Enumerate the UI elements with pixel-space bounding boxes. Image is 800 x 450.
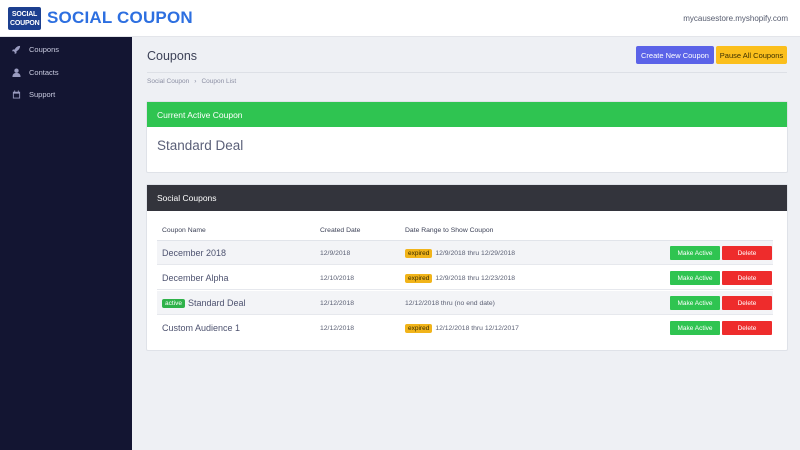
date-range: 12/12/2018 thru (no end date) — [405, 291, 495, 315]
logo-line-2: COUPON — [10, 20, 40, 27]
sidebar-item-contacts[interactable]: Contacts — [12, 65, 59, 79]
active-coupon-name: Standard Deal — [157, 138, 244, 153]
top-bar: SOCIAL COUPON SOCIAL COUPON mycausestore… — [0, 0, 800, 37]
table-row: Custom Audience 1 12/12/2018 expired 12/… — [157, 316, 773, 340]
page-title: Coupons — [147, 49, 198, 63]
breadcrumb: Social Coupon › Coupon List — [147, 78, 236, 85]
table-header-rule — [157, 240, 773, 241]
column-header-name: Coupon Name — [162, 227, 206, 234]
coupon-name[interactable]: December 2018 — [162, 248, 227, 258]
date-range-text: 12/9/2018 thru 12/23/2018 — [435, 274, 516, 282]
create-coupon-button[interactable]: Create New Coupon — [636, 46, 714, 64]
table-row: December 2018 12/9/2018 expired 12/9/201… — [157, 241, 773, 265]
store-domain: mycausestore.myshopify.com — [683, 14, 788, 23]
header-divider — [147, 72, 787, 73]
user-icon — [12, 68, 21, 77]
date-range-text: 12/12/2018 thru 12/12/2017 — [435, 324, 519, 332]
current-active-coupon-card: Current Active Coupon Standard Deal — [146, 101, 788, 173]
make-active-button[interactable]: Make Active — [670, 296, 720, 310]
breadcrumb-social-coupon[interactable]: Social Coupon — [147, 78, 190, 85]
sidebar-item-coupons[interactable]: Coupons — [12, 42, 59, 56]
social-coupons-card: Social Coupons Coupon Name Created Date … — [146, 184, 788, 351]
coupon-name[interactable]: Custom Audience 1 — [162, 323, 241, 333]
pause-all-coupons-button[interactable]: Pause All Coupons — [716, 46, 787, 64]
card-header: Social Coupons — [147, 185, 787, 211]
sidebar-item-label: Support — [29, 89, 56, 99]
card-header: Current Active Coupon — [147, 102, 787, 127]
column-header-range: Date Range to Show Coupon — [405, 227, 494, 234]
coupon-name[interactable]: active Standard Deal — [162, 291, 246, 315]
created-date: 12/10/2018 — [320, 274, 355, 282]
created-date: 12/12/2018 — [320, 324, 355, 332]
brand-name[interactable]: SOCIAL COUPON — [47, 8, 193, 27]
expired-badge: expired — [405, 248, 433, 258]
delete-button[interactable]: Delete — [722, 246, 772, 260]
make-active-button[interactable]: Make Active — [670, 321, 720, 335]
main-content: Coupons Create New Coupon Pause All Coup… — [132, 37, 800, 450]
coupon-name[interactable]: December Alpha — [162, 273, 229, 283]
sidebar-item-support[interactable]: Support — [12, 87, 55, 101]
make-active-button[interactable]: Make Active — [670, 246, 720, 260]
expired-badge: expired — [405, 273, 433, 283]
make-active-button[interactable]: Make Active — [670, 271, 720, 285]
date-range: expired 12/12/2018 thru 12/12/2017 — [405, 316, 519, 340]
created-date: 12/12/2018 — [320, 299, 355, 307]
logo[interactable]: SOCIAL COUPON — [8, 7, 41, 30]
rocket-icon — [12, 45, 21, 54]
date-range-text: 12/12/2018 thru (no end date) — [405, 299, 495, 307]
sidebar-item-label: Coupons — [29, 44, 60, 54]
expired-badge: expired — [405, 323, 433, 333]
date-range: expired 12/9/2018 thru 12/23/2018 — [405, 266, 515, 290]
delete-button[interactable]: Delete — [722, 271, 772, 285]
column-header-created: Created Date — [320, 227, 361, 234]
date-range-text: 12/9/2018 thru 12/29/2018 — [435, 249, 516, 257]
calendar-icon — [12, 89, 21, 99]
breadcrumb-coupon-list: Coupon List — [201, 78, 237, 85]
chevron-right-icon: › — [194, 78, 197, 85]
sidebar: Coupons Contacts Support — [0, 37, 132, 450]
created-date: 12/9/2018 — [320, 249, 351, 257]
logo-line-1: SOCIAL — [11, 11, 38, 18]
coupon-name-text: Standard Deal — [187, 298, 246, 308]
table-row: December Alpha 12/10/2018 expired 12/9/2… — [157, 266, 773, 290]
active-badge: active — [162, 298, 185, 308]
delete-button[interactable]: Delete — [722, 296, 772, 310]
table-row: active Standard Deal 12/12/2018 12/12/20… — [157, 291, 773, 315]
date-range: expired 12/9/2018 thru 12/29/2018 — [405, 241, 515, 265]
delete-button[interactable]: Delete — [722, 321, 772, 335]
sidebar-item-label: Contacts — [29, 67, 59, 77]
